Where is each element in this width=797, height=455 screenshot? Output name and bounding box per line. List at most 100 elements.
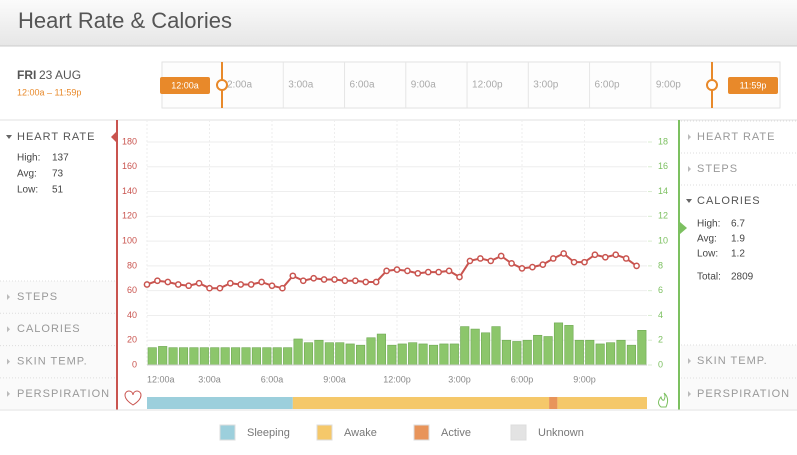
stat-label: High: bbox=[697, 219, 720, 230]
point bbox=[633, 262, 640, 270]
left-collapsed-bg bbox=[0, 281, 116, 409]
point bbox=[279, 284, 286, 292]
start-handle[interactable] bbox=[216, 79, 228, 91]
timeline-label: 2:00a bbox=[227, 80, 252, 91]
timeline-label: 3:00p bbox=[533, 80, 558, 91]
y-tick-label: 180 bbox=[122, 136, 137, 146]
panel-header[interactable]: CALORIES bbox=[17, 323, 81, 335]
panel-header[interactable]: PERSPIRATION bbox=[697, 388, 790, 400]
point bbox=[195, 279, 203, 287]
y-tick-label: 60 bbox=[127, 285, 137, 295]
point bbox=[362, 278, 370, 286]
y2-tick-label: 10 bbox=[658, 235, 668, 245]
caret bbox=[7, 326, 10, 333]
point bbox=[237, 281, 245, 288]
point bbox=[341, 277, 349, 285]
bar bbox=[585, 339, 595, 366]
bar bbox=[147, 347, 157, 366]
end-handle-badge bbox=[728, 77, 778, 94]
y2-tick-label: 16 bbox=[658, 161, 668, 171]
stat-value: 51 bbox=[52, 185, 64, 196]
legend-swatch[interactable] bbox=[510, 424, 527, 441]
total-value: 2809 bbox=[731, 272, 754, 283]
end-handle-label: 11:59p bbox=[740, 80, 767, 90]
point bbox=[331, 276, 338, 283]
point bbox=[612, 251, 620, 259]
stat-label: Avg: bbox=[17, 169, 37, 180]
point bbox=[206, 284, 213, 292]
end-handle[interactable] bbox=[706, 79, 718, 91]
bar bbox=[387, 344, 397, 366]
point bbox=[497, 252, 505, 260]
total-label: Total: bbox=[697, 272, 721, 283]
x-tick-label: 3:00a bbox=[198, 374, 221, 384]
bar bbox=[397, 343, 407, 366]
panel-header[interactable]: HEART RATE bbox=[697, 131, 775, 143]
activity-segment bbox=[147, 397, 293, 409]
y-tick-label: 100 bbox=[122, 235, 137, 245]
y2-tick-label: 14 bbox=[658, 186, 668, 196]
point bbox=[549, 255, 557, 262]
point bbox=[299, 277, 307, 285]
panel-header[interactable]: STEPS bbox=[17, 291, 58, 303]
legend-label[interactable]: Sleeping bbox=[247, 427, 290, 439]
panel-header[interactable]: STEPS bbox=[697, 163, 738, 175]
point bbox=[164, 278, 172, 286]
point bbox=[487, 257, 495, 265]
legend-swatch[interactable] bbox=[316, 424, 333, 441]
bar bbox=[251, 347, 261, 366]
bar bbox=[189, 347, 199, 366]
bar bbox=[553, 322, 564, 366]
point bbox=[310, 274, 318, 282]
bar bbox=[335, 342, 345, 366]
y2-tick-label: 12 bbox=[658, 211, 668, 221]
stat-label: High: bbox=[17, 153, 40, 164]
point bbox=[414, 269, 422, 277]
panel-header[interactable]: HEART RATE bbox=[17, 131, 95, 143]
y2-tick-label: 2 bbox=[658, 335, 663, 345]
panel-header[interactable]: SKIN TEMP. bbox=[697, 355, 768, 367]
bar bbox=[324, 342, 334, 366]
y-tick-label: 20 bbox=[127, 335, 137, 345]
bar bbox=[439, 343, 449, 366]
bar bbox=[418, 343, 428, 366]
timeline[interactable] bbox=[161, 61, 781, 109]
y-tick-label: 40 bbox=[127, 310, 137, 320]
point bbox=[476, 255, 484, 262]
header-bar bbox=[0, 0, 797, 46]
bar bbox=[199, 347, 209, 366]
legend-swatch[interactable] bbox=[413, 424, 430, 441]
activity-segment bbox=[549, 397, 558, 409]
bar bbox=[210, 347, 220, 366]
bar bbox=[272, 347, 282, 366]
timeline-label: 9:00p bbox=[656, 80, 681, 91]
panel-header[interactable]: PERSPIRATION bbox=[17, 388, 110, 400]
legend-swatch[interactable] bbox=[219, 424, 236, 441]
y2-tick-label: 18 bbox=[658, 136, 668, 146]
point bbox=[539, 261, 547, 268]
timeline-label: 12:00p bbox=[472, 80, 503, 91]
point bbox=[216, 284, 224, 292]
panel-header[interactable]: SKIN TEMP. bbox=[17, 356, 88, 368]
point bbox=[372, 278, 380, 286]
bar bbox=[512, 341, 522, 366]
bar bbox=[481, 332, 491, 366]
date-range: 12:00a – 11:59p bbox=[17, 87, 81, 97]
bar bbox=[178, 347, 189, 366]
left-pointer bbox=[111, 131, 117, 143]
legend-label[interactable]: Active bbox=[441, 427, 471, 439]
bar bbox=[314, 339, 324, 366]
point bbox=[185, 282, 193, 290]
x-tick-label: 12:00p bbox=[383, 374, 411, 384]
caret bbox=[688, 358, 691, 364]
caret bbox=[7, 358, 10, 365]
stat-value: 1.9 bbox=[731, 234, 745, 245]
point bbox=[518, 265, 526, 272]
panel-header[interactable]: CALORIES bbox=[697, 195, 761, 207]
point bbox=[570, 258, 578, 266]
legend-label[interactable]: Awake bbox=[344, 427, 377, 439]
bar bbox=[564, 325, 574, 366]
legend-label[interactable]: Unknown bbox=[538, 427, 584, 439]
y2-tick-label: 8 bbox=[658, 260, 663, 270]
